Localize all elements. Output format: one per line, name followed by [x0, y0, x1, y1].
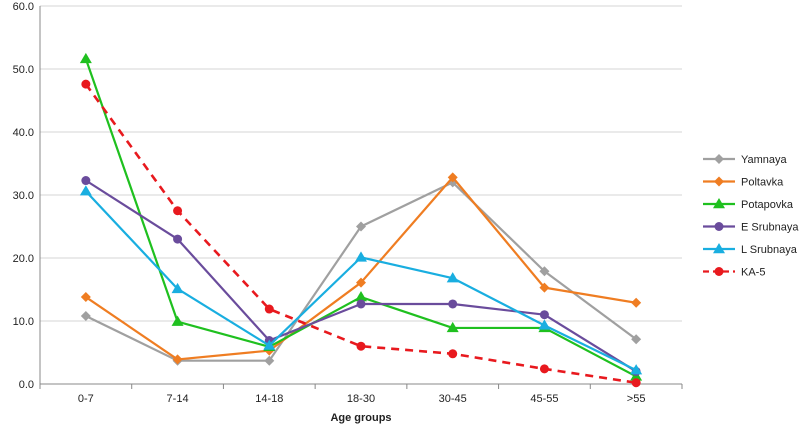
legend-marker: [714, 267, 724, 276]
legend-item: L Srubnaya: [703, 243, 798, 256]
data-point: [448, 349, 458, 359]
x-tick-label: 14-18: [255, 393, 283, 405]
data-point: [356, 341, 366, 351]
data-point: [173, 234, 183, 244]
data-point: [539, 310, 549, 320]
data-point: [539, 364, 549, 374]
x-axis-label: Age groups: [330, 412, 391, 424]
y-tick-label: 60.0: [13, 1, 34, 13]
y-tick-label: 50.0: [13, 64, 34, 76]
legend-marker: [714, 176, 724, 187]
data-point: [447, 172, 458, 183]
data-point: [446, 321, 459, 333]
data-point: [81, 79, 91, 89]
data-point: [264, 304, 274, 314]
data-point: [446, 272, 459, 283]
y-tick-label: 10.0: [13, 316, 34, 328]
data-point: [264, 355, 275, 366]
data-point: [631, 378, 641, 388]
legend-marker: [713, 198, 725, 209]
x-tick-label: 18-30: [347, 393, 375, 405]
data-point: [171, 315, 184, 326]
legend-label: Yamnaya: [741, 154, 788, 166]
legend-label: Poltavka: [741, 177, 784, 189]
x-tick-label: 7-14: [167, 393, 189, 405]
legend-label: Potapovka: [741, 199, 794, 211]
series-l-srubnaya: [79, 185, 643, 375]
data-point: [172, 354, 183, 365]
x-tick-label: 0-7: [78, 393, 94, 405]
x-tick-label: 45-55: [530, 393, 558, 405]
x-tick-labels: 0-7 7-14 14-18 18-30 30-45 45-55 >55: [78, 393, 646, 405]
data-point: [539, 282, 550, 293]
data-point: [356, 299, 366, 309]
legend-marker: [714, 154, 724, 164]
x-tick-label: 30-45: [439, 393, 467, 405]
data-point: [171, 282, 184, 294]
data-point: [81, 176, 91, 186]
legend-item: KA-5: [703, 267, 765, 279]
data-point: [356, 221, 366, 232]
data-point: [538, 319, 551, 330]
legend-item: E Srubnaya: [703, 222, 799, 234]
legend-item: Potapovka: [703, 198, 794, 211]
legend-item: Poltavka: [703, 176, 784, 189]
data-point: [355, 251, 367, 262]
y-tick-label: 30.0: [13, 190, 34, 202]
data-point: [631, 297, 642, 308]
series-ka-5: [81, 79, 641, 388]
data-point: [79, 52, 92, 64]
y-tick-label: 20.0: [13, 253, 34, 265]
data-point: [448, 299, 458, 309]
y-tick-labels: 0.0 10.0 20.0 30.0 40.0 50.0 60.0: [13, 1, 34, 391]
data-point: [173, 206, 183, 216]
data-point: [355, 291, 367, 302]
data-point: [631, 334, 642, 345]
gridlines: [40, 5, 682, 322]
x-tick-label: >55: [627, 393, 646, 405]
data-point: [630, 364, 643, 375]
data-point: [80, 292, 91, 303]
data-point: [79, 185, 92, 196]
data-point: [539, 266, 550, 277]
legend: Yamnaya Poltavka Potapovka E Srubnaya L Srub…: [703, 154, 799, 279]
data-point: [263, 339, 276, 350]
legend-item: Yamnaya: [703, 154, 788, 166]
y-tick-label: 0.0: [19, 379, 34, 391]
legend-marker: [713, 243, 725, 254]
data-point: [356, 277, 366, 288]
legend-marker: [714, 222, 724, 231]
series-poltavka: [80, 172, 642, 365]
legend-label: KA-5: [741, 267, 765, 279]
legend-label: E Srubnaya: [741, 222, 799, 234]
series-layer: [79, 52, 643, 388]
y-tick-label: 40.0: [13, 127, 34, 139]
axes: [39, 6, 683, 389]
series-yamnaya: [80, 177, 642, 366]
legend-label: L Srubnaya: [741, 244, 798, 256]
data-point: [80, 310, 91, 321]
